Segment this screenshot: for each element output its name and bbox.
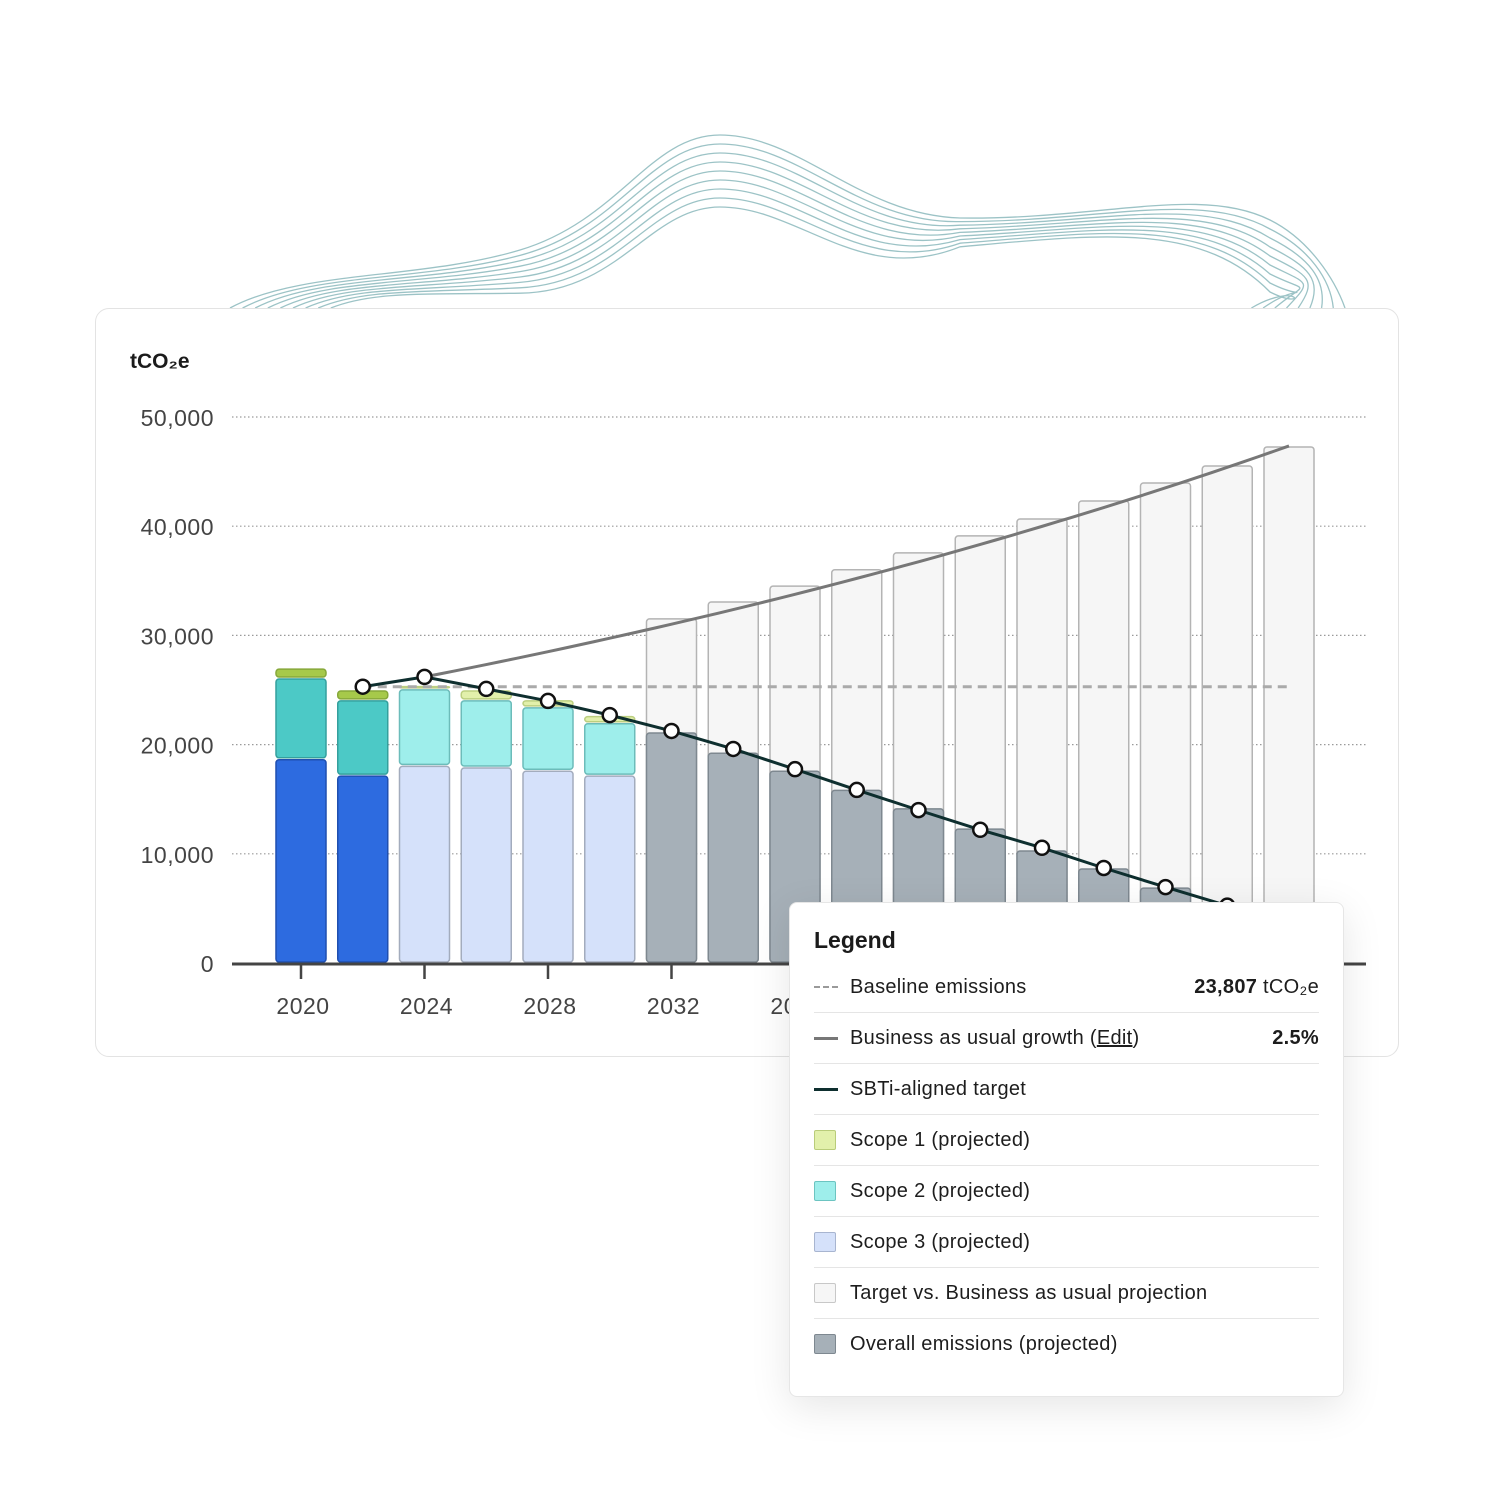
legend-label: Business as usual growth (Edit)	[850, 1026, 1140, 1049]
y-tick-label: 50,000	[141, 405, 214, 431]
legend-item-overall: Overall emissions (projected)	[814, 1319, 1319, 1369]
legend-panel: Legend Baseline emissions 23,807 tCO₂e B…	[789, 902, 1344, 1397]
target-point	[601, 706, 618, 724]
wave-line	[317, 197, 1298, 309]
x-tick-label: 2020	[276, 993, 329, 1019]
baseline-value: 23,807 tCO₂e	[1194, 975, 1319, 998]
x-tick-label: 2032	[647, 993, 700, 1019]
y-tick-label: 30,000	[141, 623, 214, 649]
legend-label: Scope 1 (projected)	[850, 1128, 1031, 1151]
bau-growth-line	[424, 444, 1290, 679]
legend-label: Scope 3 (projected)	[850, 1230, 1031, 1253]
scope1-bar	[275, 668, 327, 678]
wave-line	[305, 188, 1301, 309]
swatch-icon	[814, 1334, 836, 1354]
line-icon	[814, 1036, 838, 1040]
target-point	[725, 740, 742, 758]
target-point	[910, 801, 927, 819]
wave-line	[330, 206, 1296, 309]
target-point	[786, 760, 804, 778]
scope2-bar	[337, 700, 389, 775]
y-tick-label: 0	[201, 951, 214, 977]
target-point	[663, 722, 680, 740]
x-tick-label: 2024	[400, 993, 453, 1019]
legend-item-bau: Business as usual growth (Edit) 2.5%	[814, 1013, 1319, 1064]
scope3-projected-bar	[522, 770, 574, 963]
legend-item-bau-projection: Target vs. Business as usual projection	[814, 1268, 1319, 1319]
legend-title: Legend	[814, 927, 896, 953]
legend-label: SBTi-aligned target	[850, 1077, 1027, 1100]
legend-item-baseline: Baseline emissions 23,807 tCO₂e	[814, 962, 1319, 1013]
scope3-projected-bar	[460, 767, 512, 963]
legend-label: Scope 2 (projected)	[850, 1179, 1031, 1202]
scope3-projected-bar	[584, 775, 636, 963]
overall-projected-bar	[707, 752, 759, 963]
target-point	[1033, 839, 1051, 857]
swatch-icon	[814, 1283, 836, 1303]
y-tick-label: 10,000	[141, 842, 214, 868]
legend-label: Baseline emissions	[850, 975, 1027, 998]
target-point	[478, 680, 495, 698]
legend-item-scope2: Scope 2 (projected)	[814, 1166, 1319, 1217]
legend-item-target: SBTi-aligned target	[814, 1064, 1319, 1115]
swatch-icon	[814, 1181, 836, 1201]
x-tick-label: 2028	[523, 993, 576, 1019]
wave-line	[254, 152, 1323, 309]
overall-projected-bar	[645, 732, 698, 963]
legend-item-scope1: Scope 1 (projected)	[814, 1115, 1319, 1166]
scope3-projected-bar	[398, 765, 451, 963]
scope2-projected-bar	[522, 707, 574, 771]
bau-growth-value: 2.5%	[1272, 1026, 1319, 1049]
y-axis-label: tCO₂e	[130, 350, 190, 373]
bau-projection-bar	[1201, 465, 1253, 963]
target-point	[416, 668, 433, 686]
scope2-projected-bar	[584, 723, 636, 775]
scope2-projected-bar	[398, 689, 451, 766]
scope3-bar	[275, 759, 327, 963]
target-point	[972, 821, 989, 839]
edit-growth-link[interactable]: Edit	[1096, 1026, 1133, 1049]
wave-line	[267, 161, 1315, 309]
decorative-waves	[229, 134, 1346, 309]
line-icon	[814, 1087, 838, 1091]
wave-line	[242, 143, 1334, 309]
y-tick-label: 40,000	[141, 514, 214, 540]
swatch-icon	[814, 1130, 836, 1150]
legend-label: Overall emissions (projected)	[850, 1332, 1118, 1355]
scope2-projected-bar	[460, 700, 512, 767]
wave-line	[280, 170, 1309, 309]
wave-line	[292, 179, 1305, 309]
target-point	[1095, 859, 1112, 877]
swatch-icon	[814, 1232, 836, 1252]
dashed-line-icon	[814, 986, 838, 988]
scope2-bar	[275, 678, 327, 759]
target-point	[354, 678, 371, 695]
target-point	[539, 692, 557, 710]
legend-item-scope3: Scope 3 (projected)	[814, 1217, 1319, 1268]
scope3-bar	[337, 775, 389, 963]
y-tick-label: 20,000	[141, 733, 214, 759]
legend-label: Target vs. Business as usual projection	[850, 1281, 1208, 1304]
bau-projection-bar	[1263, 446, 1315, 963]
target-point	[1157, 878, 1174, 896]
target-point	[848, 781, 865, 799]
wave-line	[229, 134, 1346, 309]
